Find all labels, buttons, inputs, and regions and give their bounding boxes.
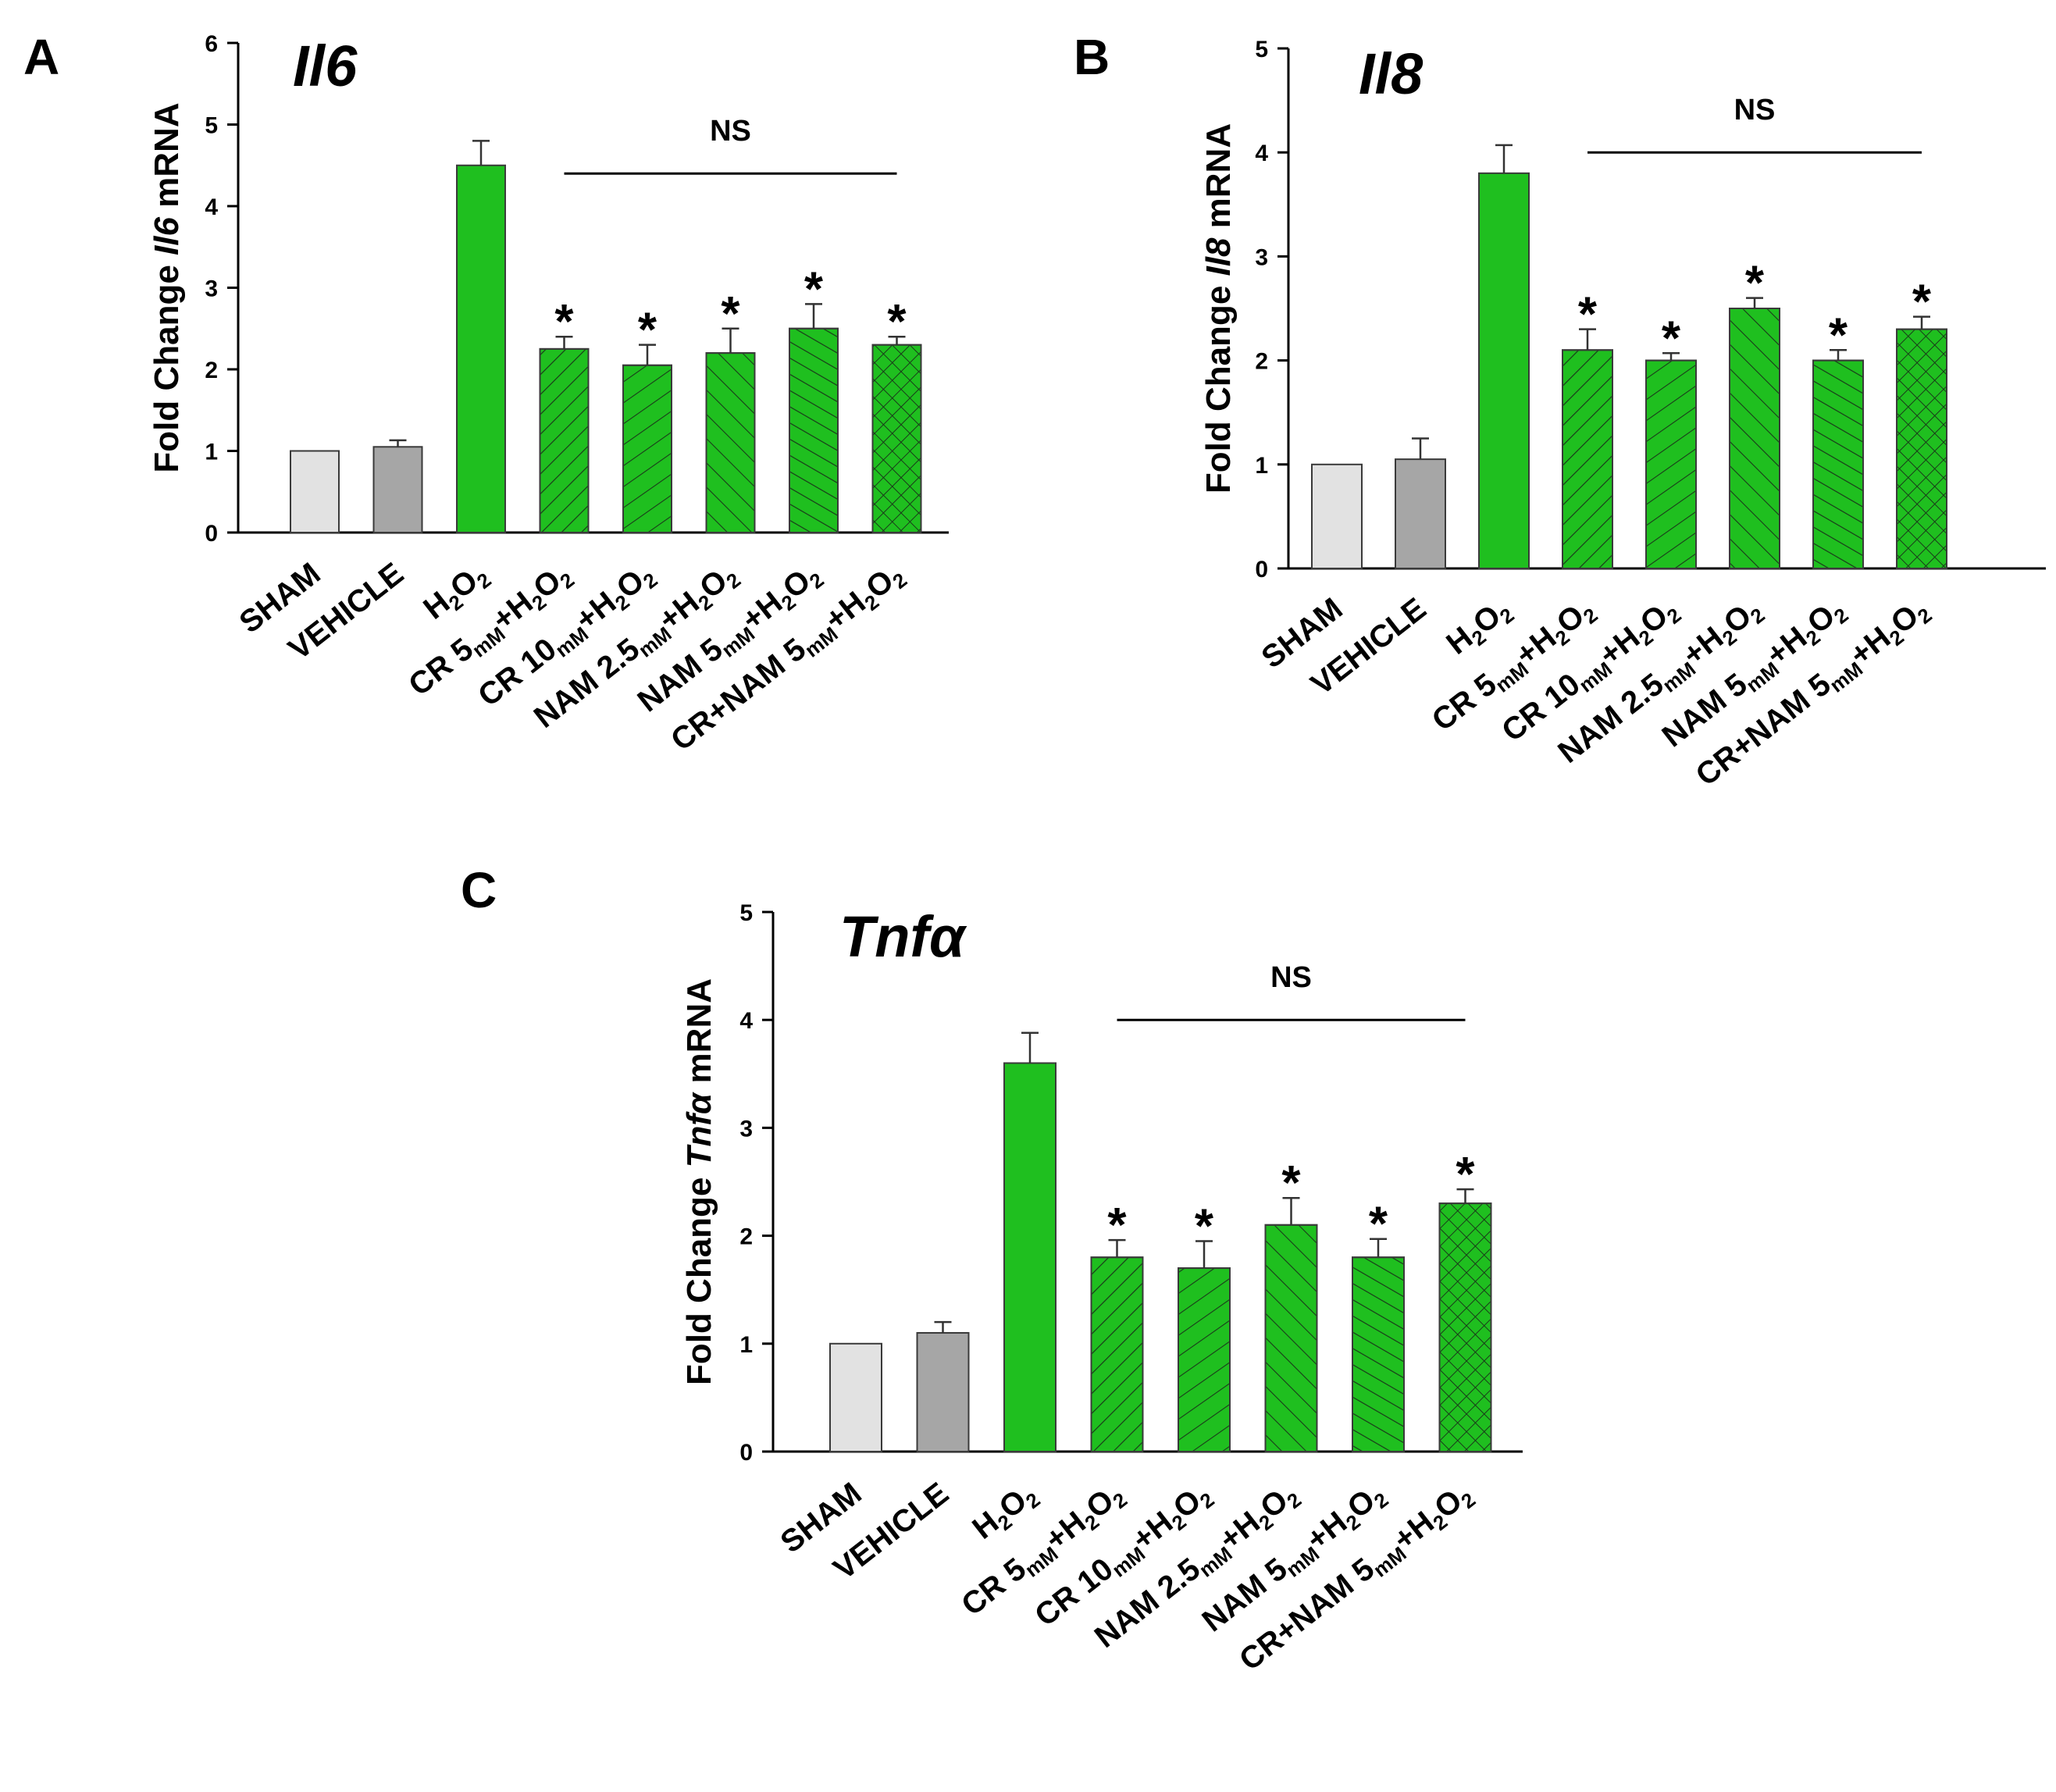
significance-marker: * [1829,308,1848,362]
ns-label: NS [1734,94,1776,126]
bar-hatch [1562,349,1613,569]
bar-hatch [1178,1267,1231,1453]
y-tick-label: 1 [739,1332,753,1358]
y-tick-label: 3 [205,276,218,302]
y-tick-label: 4 [1255,141,1268,166]
y-axis-label-prefix: Fold Change [148,255,186,473]
bar [1003,1062,1057,1452]
bar-hatch [1645,359,1697,569]
y-axis-label-gene: Il6 [148,217,186,255]
significance-marker: * [1369,1198,1388,1252]
y-tick-label: 4 [205,194,218,220]
y-tick-label: 2 [739,1224,753,1250]
y-tick-label: 1 [1255,453,1268,479]
significance-marker: * [1281,1156,1301,1210]
significance-marker: * [638,304,657,358]
bar [829,1342,882,1453]
significance-marker: * [721,287,740,341]
bar-hatch [1812,359,1864,569]
bar [290,450,340,533]
chart-title: Il6 [293,34,358,98]
y-axis-label-suffix: mRNA [680,978,718,1093]
bar [372,446,423,534]
y-tick-label: 0 [739,1440,753,1466]
bar [1311,463,1363,569]
ns-label: NS [1270,961,1312,994]
bar [456,164,506,533]
y-axis-label-suffix: mRNA [148,102,186,217]
chart-title: Il8 [1359,41,1424,106]
significance-marker: * [1662,312,1681,365]
panel-letter: A [23,29,59,85]
significance-marker: * [1745,257,1765,311]
bar [916,1331,970,1452]
chart-title: Tnfα [839,904,967,969]
y-axis-label: Fold Change Tnfα mRNA [680,978,718,1385]
y-axis-label-prefix: Fold Change [680,1167,718,1385]
y-axis-label-suffix: mRNA [1199,123,1238,238]
y-axis-label: Fold Change Il6 mRNA [148,102,186,472]
bar [1478,172,1530,569]
y-tick-label: 6 [205,31,218,57]
significance-marker: * [1578,288,1598,342]
y-tick-label: 3 [739,1116,753,1142]
significance-marker: * [1456,1148,1475,1202]
y-tick-label: 2 [1255,349,1268,375]
bar-hatch [1438,1202,1492,1452]
y-axis-label: Fold Change Il8 mRNA [1199,123,1238,493]
y-axis-label-prefix: Fold Change [1199,276,1238,493]
y-tick-label: 3 [1255,244,1268,270]
panel-letter: C [461,862,497,918]
significance-marker: * [1912,276,1932,330]
bar-hatch [871,344,922,533]
y-tick-label: 4 [739,1008,753,1034]
bar-hatch [1729,308,1780,569]
y-axis-label-gene: Il8 [1199,237,1238,276]
category-label: H2O2 [1440,591,1518,664]
y-tick-label: 5 [205,113,218,139]
significance-marker: * [887,295,907,349]
bar-hatch [1090,1256,1144,1452]
bar-hatch [539,347,590,533]
bar-hatch [1264,1224,1318,1453]
significance-marker: * [1107,1199,1127,1252]
bar-hatch [705,352,756,533]
bar-hatch [1352,1256,1405,1452]
bar [1395,458,1446,570]
significance-marker: * [554,295,574,349]
y-tick-label: 5 [739,900,753,926]
category-label: H2O2 [417,556,495,629]
y-axis-label-gene: Tnfα [680,1092,718,1167]
panel-letter: B [1074,29,1110,85]
bar-hatch [1896,328,1947,569]
y-tick-label: 0 [1255,557,1268,582]
y-tick-label: 2 [205,358,218,383]
significance-marker: * [804,262,824,316]
category-label: H2O2 [966,1476,1044,1548]
y-tick-label: 1 [205,440,218,465]
y-tick-label: 0 [205,521,218,547]
y-tick-label: 5 [1255,37,1268,62]
ns-label: NS [710,115,751,148]
significance-marker: * [1195,1200,1214,1254]
bar-hatch [622,364,672,533]
bar-hatch [789,327,839,533]
